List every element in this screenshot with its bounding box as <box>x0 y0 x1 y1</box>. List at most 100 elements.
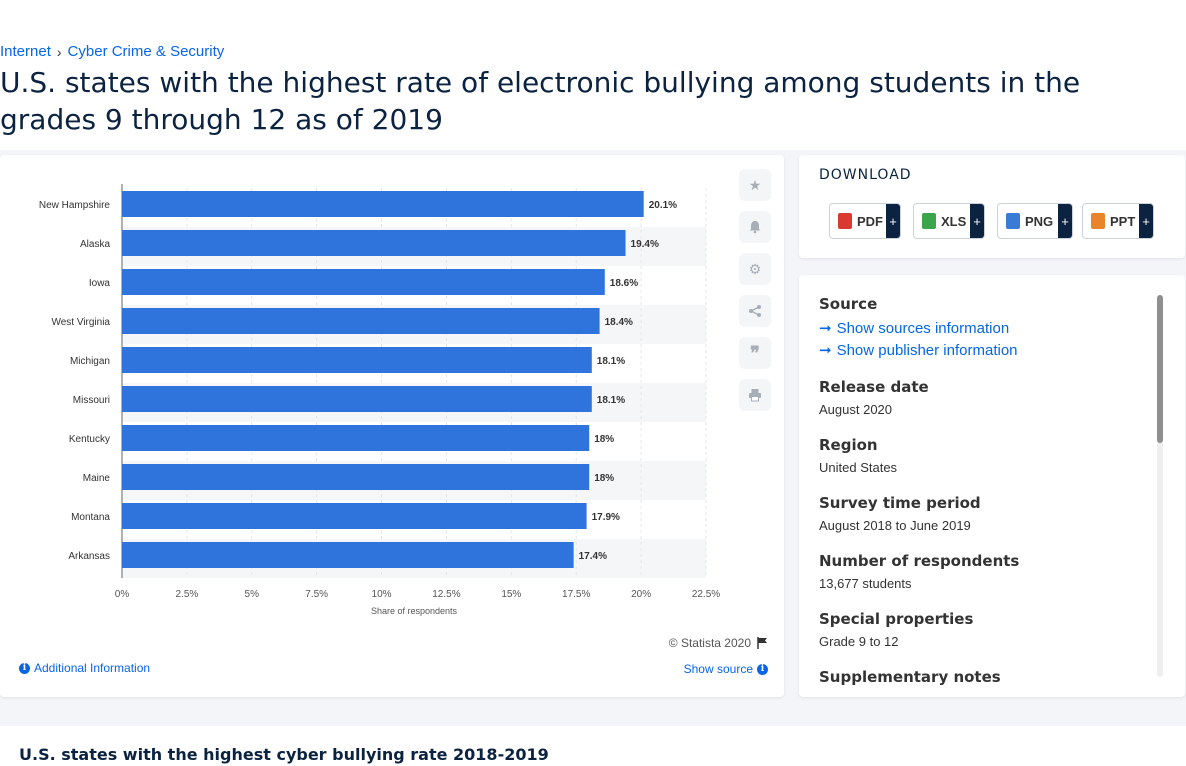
download-ppt-button[interactable]: PPT + <box>1082 203 1154 239</box>
bar-chart: 20.1% New Hampshire 19.4% Alaska 18.6% Iowa 18… <box>39 184 720 616</box>
copyright: © Statista 2020 <box>650 636 768 650</box>
x-tick-label: 22.5% <box>692 589 720 600</box>
breadcrumb: Internet › Cyber Crime & Security <box>0 43 224 60</box>
supplementary-notes-label: Supplementary notes <box>819 668 1001 686</box>
bar-value-label: 17.4% <box>579 551 607 562</box>
download-xls-button[interactable]: XLS + <box>913 203 985 239</box>
respondents-section: Number of respondents 13,677 students <box>819 552 1139 591</box>
survey-period-section: Survey time period August 2018 to June 2… <box>819 494 1139 533</box>
breadcrumb-separator: › <box>56 43 62 60</box>
download-ppt-label: PPT <box>1110 213 1136 229</box>
bar-value-label: 18% <box>594 473 614 484</box>
additional-info-link[interactable]: i Additional Information <box>19 661 150 675</box>
release-date-value: August 2020 <box>819 402 893 417</box>
category-label: Montana <box>71 512 110 523</box>
info-icon: i <box>19 662 30 674</box>
related-statistic-title[interactable]: U.S. states with the highest cyber bully… <box>19 745 549 764</box>
chart-card: 20.1% New Hampshire 19.4% Alaska 18.6% Iowa 18… <box>0 155 784 697</box>
related-statistic-card: U.S. states with the highest cyber bully… <box>0 726 1186 766</box>
scrollbar[interactable] <box>1157 295 1163 677</box>
pdf-file-icon <box>838 213 852 229</box>
copyright-text: © Statista 2020 <box>668 636 751 650</box>
share-button[interactable] <box>739 295 771 327</box>
region-value: United States <box>819 460 898 475</box>
bar <box>122 308 600 334</box>
bar <box>122 347 592 373</box>
category-label: Arkansas <box>68 551 110 562</box>
download-pdf-label: PDF <box>857 213 883 229</box>
bar-value-label: 18.1% <box>597 395 625 406</box>
show-source-link[interactable]: Show source i <box>650 662 768 676</box>
bar <box>122 503 587 529</box>
respondents-label: Number of respondents <box>819 552 1020 570</box>
show-sources-link[interactable]: ➞ Show sources information <box>819 319 1139 338</box>
bar <box>122 191 644 217</box>
respondents-value: 13,677 students <box>819 576 912 591</box>
x-tick-label: 12.5% <box>432 589 460 600</box>
scrollbar-thumb[interactable] <box>1157 295 1163 443</box>
arrow-right-icon: ➞ <box>819 320 832 337</box>
plus-icon: + <box>1139 204 1153 238</box>
chart-toolbar: ★ ⚙ ❞ <box>739 169 771 421</box>
x-tick-label: 2.5% <box>175 589 198 600</box>
region-section: Region United States <box>819 436 1139 475</box>
x-tick-label: 15% <box>501 589 521 600</box>
survey-period-value: August 2018 to June 2019 <box>819 518 971 533</box>
x-tick-label: 20% <box>631 589 651 600</box>
download-pdf-button[interactable]: PDF + <box>829 203 901 239</box>
png-file-icon <box>1006 213 1020 229</box>
bar <box>122 386 592 412</box>
bar <box>122 464 590 490</box>
notification-button[interactable] <box>739 211 771 243</box>
x-tick-label: 7.5% <box>305 589 328 600</box>
star-icon: ★ <box>748 176 762 193</box>
bar-value-label: 19.4% <box>631 239 659 250</box>
show-publisher-link[interactable]: ➞ Show publisher information <box>819 341 1139 360</box>
download-panel: DOWNLOAD PDF + XLS + PNG + PPT + <box>799 155 1185 258</box>
download-png-label: PNG <box>1025 213 1054 229</box>
bar-value-label: 18% <box>594 434 614 445</box>
category-label: Iowa <box>89 278 111 289</box>
bar-value-label: 18.1% <box>597 356 625 367</box>
source-label: Source <box>819 295 878 313</box>
category-label: Maine <box>83 473 111 484</box>
bar <box>122 269 605 295</box>
category-label: Alaska <box>80 239 110 250</box>
bar-value-label: 17.9% <box>592 512 620 523</box>
share-icon <box>749 305 761 317</box>
category-label: New Hampshire <box>39 200 111 211</box>
x-tick-label: 5% <box>245 589 260 600</box>
plus-icon: + <box>970 204 984 238</box>
bar-value-label: 18.4% <box>605 317 633 328</box>
download-xls-label: XLS <box>941 213 967 229</box>
additional-info-label: Additional Information <box>34 661 151 675</box>
bar-value-label: 20.1% <box>649 200 677 211</box>
breadcrumb-item-cyber-crime[interactable]: Cyber Crime & Security <box>67 43 225 60</box>
xls-file-icon <box>922 213 936 229</box>
release-date-section: Release date August 2020 <box>819 378 1139 417</box>
flag-icon[interactable] <box>757 637 768 649</box>
source-section: Source ➞ Show sources information ➞ Show… <box>819 295 1139 359</box>
download-png-button[interactable]: PNG + <box>997 203 1073 239</box>
bar <box>122 230 626 256</box>
breadcrumb-item-internet[interactable]: Internet <box>0 43 51 60</box>
bar-value-label: 18.6% <box>610 278 638 289</box>
x-axis-title: Share of respondents <box>371 606 458 616</box>
special-properties-label: Special properties <box>819 610 974 628</box>
special-properties-section: Special properties Grade 9 to 12 <box>819 610 1139 649</box>
cite-button[interactable]: ❞ <box>739 337 771 369</box>
details-list: Source ➞ Show sources information ➞ Show… <box>819 295 1139 697</box>
x-tick-label: 10% <box>372 589 392 600</box>
chart-footer: © Statista 2020 Show source i <box>650 636 768 676</box>
arrow-right-icon: ➞ <box>819 342 832 359</box>
release-date-label: Release date <box>819 378 929 396</box>
plus-icon: + <box>886 204 900 238</box>
settings-button[interactable]: ⚙ <box>739 253 771 285</box>
header-band <box>0 0 1186 150</box>
favorite-button[interactable]: ★ <box>739 169 771 201</box>
print-button[interactable] <box>739 379 771 411</box>
bell-icon <box>749 221 761 234</box>
category-label: Kentucky <box>69 434 110 445</box>
quote-icon: ❞ <box>750 342 760 363</box>
download-title: DOWNLOAD <box>819 167 912 183</box>
